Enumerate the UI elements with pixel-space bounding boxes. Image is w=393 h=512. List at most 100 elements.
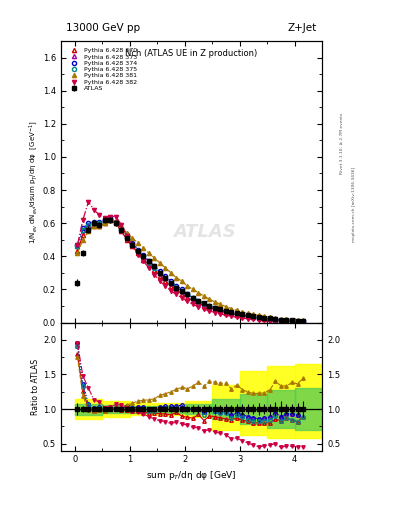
- Pythia 6.428 382: [229, 313, 234, 319]
- Pythia 6.428 373: [119, 225, 124, 231]
- Pythia 6.428 382: [295, 318, 300, 325]
- Pythia 6.428 374: [163, 273, 168, 279]
- Pythia 6.428 382: [119, 222, 124, 228]
- Pythia 6.428 382: [257, 317, 261, 323]
- Pythia 6.428 373: [218, 307, 223, 313]
- Pythia 6.428 373: [295, 318, 300, 324]
- Pythia 6.428 370: [295, 318, 300, 324]
- Pythia 6.428 375: [180, 288, 184, 294]
- Pythia 6.428 381: [125, 230, 129, 236]
- Pythia 6.428 370: [229, 310, 234, 316]
- Pythia 6.428 381: [152, 255, 157, 261]
- Pythia 6.428 374: [196, 298, 201, 304]
- Pythia 6.428 374: [114, 219, 118, 225]
- Pythia 6.428 375: [202, 301, 206, 307]
- Pythia 6.428 373: [75, 243, 80, 249]
- Pythia 6.428 381: [301, 317, 305, 324]
- Pythia 6.428 373: [262, 315, 267, 322]
- Y-axis label: 1/N$_{ev}$ dN$_{ev}$/dsum p$_{T}$/dη dφ  [GeV$^{-1}$]: 1/N$_{ev}$ dN$_{ev}$/dsum p$_{T}$/dη dφ …: [27, 120, 40, 244]
- Pythia 6.428 374: [290, 317, 294, 324]
- Pythia 6.428 374: [158, 268, 162, 274]
- Pythia 6.428 375: [103, 219, 107, 225]
- Pythia 6.428 374: [97, 219, 102, 225]
- X-axis label: sum p$_{T}$/dη dφ [GeV]: sum p$_{T}$/dη dφ [GeV]: [146, 468, 237, 482]
- Pythia 6.428 382: [152, 271, 157, 278]
- Pythia 6.428 382: [301, 319, 305, 325]
- Pythia 6.428 381: [86, 228, 91, 234]
- Pythia 6.428 374: [284, 317, 289, 323]
- Pythia 6.428 370: [119, 228, 124, 234]
- Pythia 6.428 373: [185, 291, 190, 297]
- Pythia 6.428 374: [130, 240, 135, 246]
- Pythia 6.428 370: [257, 315, 261, 321]
- Pythia 6.428 382: [114, 214, 118, 220]
- Line: Pythia 6.428 370: Pythia 6.428 370: [75, 218, 305, 323]
- Pythia 6.428 370: [284, 317, 289, 324]
- Pythia 6.428 382: [202, 306, 206, 312]
- Pythia 6.428 370: [174, 286, 179, 292]
- Pythia 6.428 370: [224, 310, 228, 316]
- Pythia 6.428 381: [169, 270, 173, 276]
- Pythia 6.428 382: [290, 318, 294, 325]
- Pythia 6.428 375: [130, 242, 135, 248]
- Pythia 6.428 373: [191, 294, 195, 301]
- Pythia 6.428 374: [108, 215, 113, 221]
- Pythia 6.428 381: [81, 237, 85, 243]
- Pythia 6.428 382: [147, 265, 151, 271]
- Pythia 6.428 375: [92, 220, 96, 226]
- Pythia 6.428 381: [246, 310, 250, 316]
- Pythia 6.428 374: [207, 303, 212, 309]
- Pythia 6.428 375: [75, 243, 80, 249]
- Pythia 6.428 382: [207, 308, 212, 314]
- Pythia 6.428 374: [295, 318, 300, 324]
- Pythia 6.428 373: [235, 311, 239, 317]
- Pythia 6.428 373: [284, 317, 289, 323]
- Pythia 6.428 381: [147, 250, 151, 256]
- Pythia 6.428 381: [97, 223, 102, 229]
- Pythia 6.428 375: [301, 318, 305, 324]
- Pythia 6.428 373: [81, 227, 85, 233]
- Pythia 6.428 375: [147, 260, 151, 266]
- Pythia 6.428 382: [185, 298, 190, 304]
- Pythia 6.428 374: [213, 305, 217, 311]
- Pythia 6.428 382: [246, 316, 250, 322]
- Pythia 6.428 382: [273, 318, 278, 324]
- Pythia 6.428 370: [75, 248, 80, 254]
- Pythia 6.428 381: [224, 304, 228, 310]
- Pythia 6.428 373: [207, 303, 212, 309]
- Pythia 6.428 370: [273, 316, 278, 323]
- Pythia 6.428 370: [279, 317, 283, 323]
- Pythia 6.428 381: [174, 275, 179, 281]
- Pythia 6.428 374: [86, 220, 91, 226]
- Pythia 6.428 381: [141, 245, 146, 251]
- Line: Pythia 6.428 382: Pythia 6.428 382: [75, 200, 305, 324]
- Pythia 6.428 373: [130, 240, 135, 246]
- Pythia 6.428 370: [202, 303, 206, 309]
- Pythia 6.428 370: [86, 225, 91, 231]
- Pythia 6.428 370: [191, 298, 195, 304]
- Pythia 6.428 381: [103, 220, 107, 226]
- Pythia 6.428 381: [180, 278, 184, 284]
- Pythia 6.428 373: [136, 247, 140, 253]
- Pythia 6.428 370: [108, 217, 113, 223]
- Pythia 6.428 381: [213, 299, 217, 305]
- Pythia 6.428 375: [251, 314, 256, 320]
- Pythia 6.428 374: [301, 318, 305, 324]
- Pythia 6.428 373: [141, 253, 146, 260]
- Pythia 6.428 373: [240, 312, 245, 318]
- Pythia 6.428 373: [229, 310, 234, 316]
- Pythia 6.428 370: [92, 223, 96, 229]
- Pythia 6.428 381: [75, 250, 80, 256]
- Pythia 6.428 374: [75, 242, 80, 248]
- Pythia 6.428 382: [75, 242, 80, 248]
- Pythia 6.428 370: [158, 273, 162, 279]
- Pythia 6.428 375: [224, 309, 228, 315]
- Pythia 6.428 375: [246, 313, 250, 319]
- Pythia 6.428 375: [108, 217, 113, 223]
- Line: Pythia 6.428 375: Pythia 6.428 375: [75, 218, 305, 323]
- Pythia 6.428 373: [279, 317, 283, 323]
- Pythia 6.428 370: [213, 306, 217, 312]
- Pythia 6.428 370: [180, 291, 184, 297]
- Pythia 6.428 370: [301, 318, 305, 324]
- Pythia 6.428 382: [103, 215, 107, 221]
